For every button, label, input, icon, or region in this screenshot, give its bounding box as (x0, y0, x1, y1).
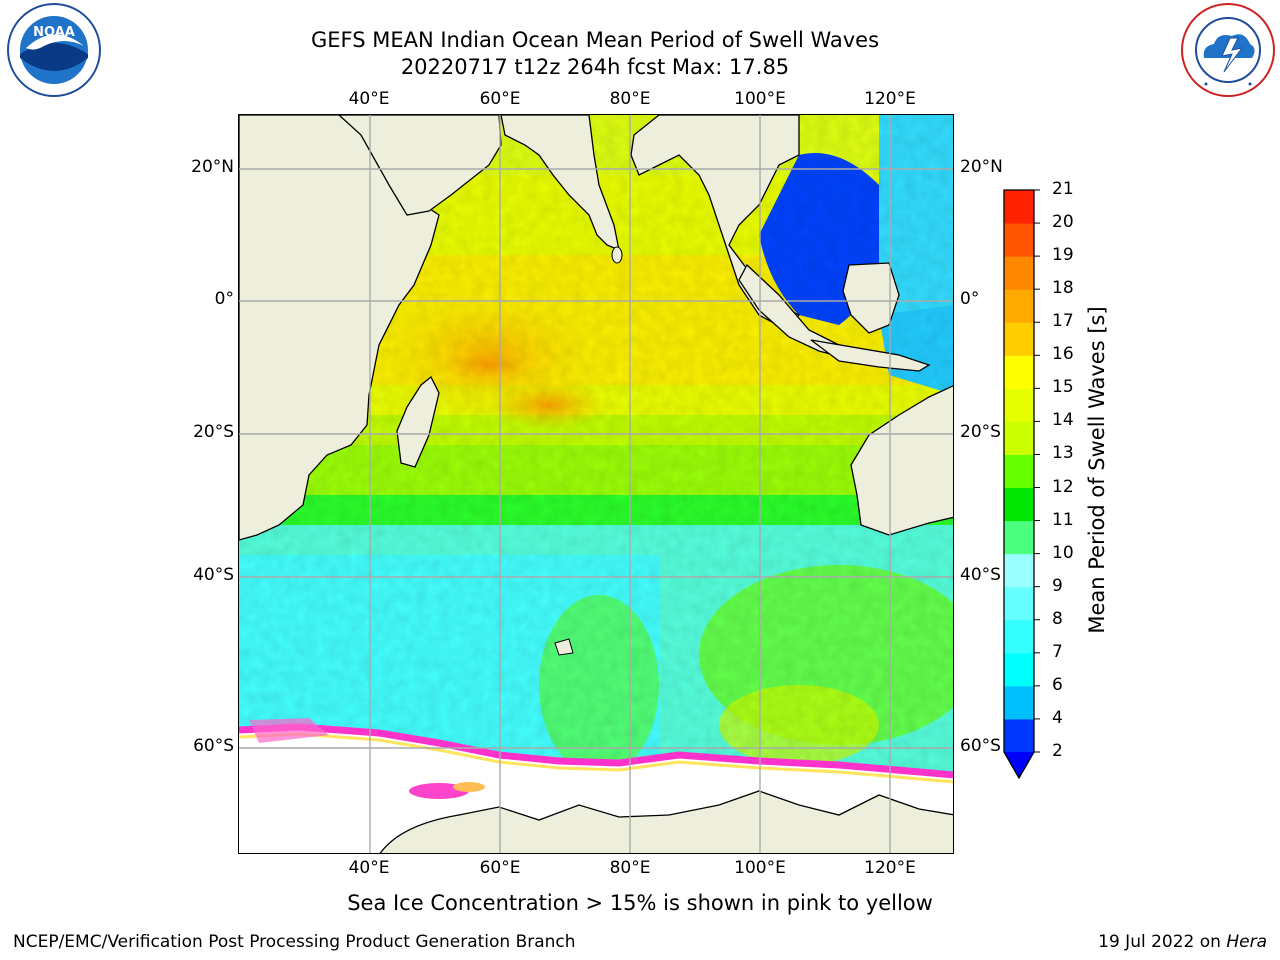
swell-period-map (239, 115, 953, 853)
colorbar-segment (1004, 520, 1034, 555)
colorbar-segment (1004, 289, 1034, 323)
india-land (500, 115, 620, 252)
colorbar-segment (1004, 190, 1034, 224)
madagascar-land (396, 375, 440, 468)
australia-land (850, 385, 953, 536)
footer-credit: NCEP/EMC/Verification Post Processing Pr… (13, 932, 576, 952)
colorbar-segment (1004, 421, 1034, 455)
lon-tick-bottom: 80°E (609, 858, 651, 878)
sri-lanka-land (611, 246, 623, 264)
colorbar-label: 18 (1052, 278, 1074, 299)
sea-ice-edge (239, 723, 953, 779)
colorbar-label: 2 (1052, 741, 1063, 761)
colorbar-segment (1004, 685, 1034, 720)
lat-tick-right: 20°S (960, 422, 1001, 442)
lon-tick-bottom: 40°E (348, 858, 390, 878)
colorbar-label: 14 (1052, 410, 1074, 431)
colorbar-label: 20 (1052, 212, 1074, 233)
colorbar-label: 4 (1052, 707, 1063, 728)
colorbar-label: 19 (1052, 245, 1074, 266)
lat-tick-left: 0° (214, 289, 234, 309)
colorbar-segment (1004, 586, 1034, 621)
colorbar-label: 10 (1052, 542, 1074, 563)
colorbar-label: 8 (1052, 608, 1063, 629)
colorbar-segment (1004, 718, 1034, 753)
sea-ice-patch (453, 782, 485, 792)
colorbar-segment (1004, 454, 1034, 489)
lat-tick-left: 60°S (193, 736, 234, 756)
lat-tick-left: 40°S (193, 565, 234, 585)
colorbar-label: 21 (1052, 179, 1074, 199)
graticule (239, 115, 953, 853)
colorbar-segment (1004, 652, 1034, 687)
lat-tick-right: 60°S (960, 736, 1001, 756)
colorbar-labels: 2 4 6 7 8 9 10 11 12 13 14 15 16 17 18 19 20 21 (1052, 0, 1112, 960)
lon-tick-top: 40°E (348, 89, 390, 109)
footer-host: Hera (1226, 932, 1267, 952)
colorbar (1000, 186, 1040, 786)
colorbar-segment (1004, 553, 1034, 588)
noaa-logo: NOAA (4, 2, 104, 102)
colorbar-label: 15 (1052, 377, 1074, 398)
noaa-logo-text: NOAA (33, 25, 75, 40)
colorbar-segment (1004, 388, 1034, 422)
lon-tick-top: 120°E (864, 89, 916, 109)
map-subtitle: 20220717 t12z 264h fcst Max: 17.85 (400, 55, 790, 79)
lon-tick-top: 80°E (609, 89, 651, 109)
colorbar-segment (1004, 256, 1034, 290)
colorbar-segment (1004, 619, 1034, 654)
lat-tick-right: 0° (960, 289, 980, 309)
colorbar-graphic (1003, 189, 1040, 780)
colorbar-title: Mean Period of Swell Waves [s] (1085, 306, 1109, 634)
footer-date-text: 19 Jul 2022 on (1098, 932, 1227, 952)
sea-ice-edge-inner (239, 732, 953, 784)
colorbar-under-arrow (1004, 752, 1034, 778)
lat-tick-left: 20°S (193, 422, 234, 442)
colorbar-segment (1004, 487, 1034, 522)
lat-tick-right: 20°N (960, 157, 1003, 177)
colorbar-segment (1004, 322, 1034, 356)
sea-ice-caption: Sea Ice Concentration > 15% is shown in … (347, 891, 933, 915)
colorbar-label: 6 (1052, 674, 1063, 695)
kerguelen-island (554, 638, 574, 656)
colorbar-label: 11 (1052, 509, 1074, 530)
colorbar-frame (1003, 189, 1035, 780)
colorbar-label: 17 (1052, 311, 1074, 332)
colorbar-label: 13 (1052, 443, 1074, 464)
colorbar-label: 7 (1052, 641, 1063, 662)
sea-ice-patch (249, 718, 329, 743)
java-land (810, 339, 931, 372)
colorbar-label: 9 (1052, 575, 1063, 596)
lat-tick-right: 40°S (960, 565, 1001, 585)
antarctica-land (379, 790, 953, 853)
colorbar-segment (1004, 223, 1034, 257)
colorbar-label: 12 (1052, 476, 1074, 497)
lat-tick-left: 20°N (191, 157, 234, 177)
lon-tick-top: 100°E (734, 89, 786, 109)
lon-tick-bottom: 60°E (479, 858, 521, 878)
map-panel (238, 114, 954, 854)
map-title: GEFS MEAN Indian Ocean Mean Period of Sw… (310, 28, 880, 52)
colorbar-segment (1004, 355, 1034, 389)
lon-tick-bottom: 100°E (734, 858, 786, 878)
lon-tick-bottom: 120°E (864, 858, 916, 878)
nws-logo (1178, 2, 1278, 102)
footer-date: 19 Jul 2022 on Hera (1098, 932, 1267, 952)
lon-tick-top: 60°E (479, 89, 521, 109)
colorbar-label: 16 (1052, 344, 1074, 365)
